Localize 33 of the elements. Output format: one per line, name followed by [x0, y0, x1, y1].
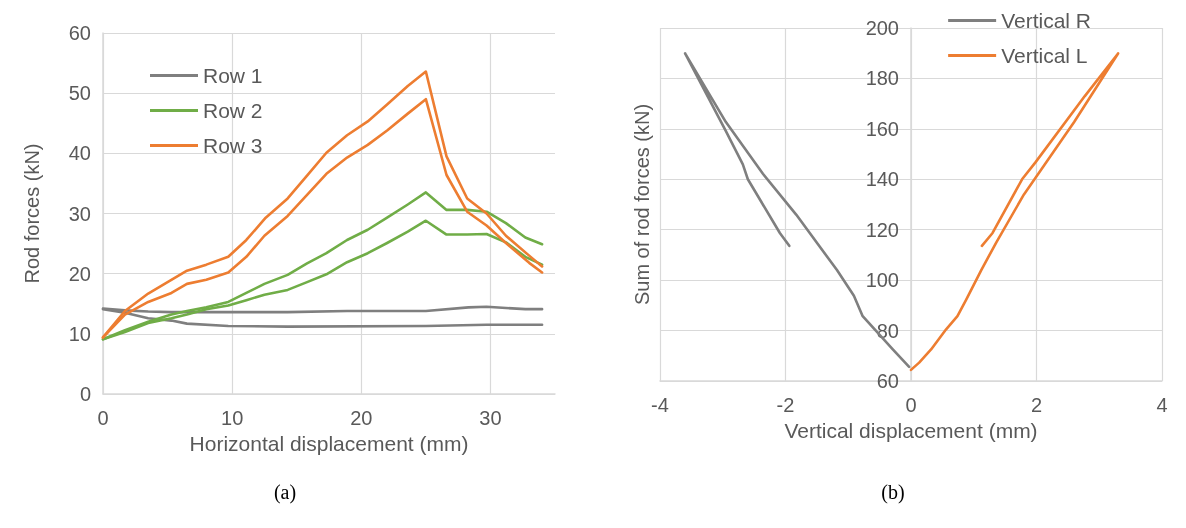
- y-tick-label: 140: [865, 168, 899, 191]
- x-axis-title: Horizontal displacement (mm): [189, 431, 469, 455]
- x-tick-label: 20: [350, 407, 373, 429]
- y-axis-title: Sum of rod forces (kN): [631, 103, 653, 306]
- y-tick-label: 30: [68, 202, 91, 225]
- legend-label: Vertical R: [1001, 9, 1092, 32]
- x-tick-label: 10: [221, 407, 244, 429]
- x-tick-label: 30: [479, 407, 502, 429]
- legend-label: Row 3: [203, 134, 263, 157]
- x-tick-label: 0: [97, 407, 109, 429]
- x-tick-label: -2: [776, 394, 795, 416]
- y-tick-label: 120: [865, 218, 899, 241]
- y-tick-label: 180: [865, 67, 899, 90]
- y-tick-label: 100: [865, 269, 899, 292]
- text: (b): [881, 481, 905, 504]
- x-axis-title: Vertical displacement (mm): [784, 418, 1038, 442]
- text: (a): [273, 481, 297, 504]
- legend-label: Row 1: [203, 64, 263, 87]
- y-tick-label: 60: [876, 370, 899, 392]
- y-tick-label: 40: [68, 142, 91, 165]
- x-tick-label: -4: [651, 394, 669, 416]
- y-axis-title: Rod forces (kN): [21, 143, 43, 284]
- y-tick-label: 20: [68, 262, 91, 285]
- y-tick-label: 60: [68, 22, 91, 44]
- x-tick-label: 4: [1156, 394, 1168, 416]
- x-tick-label: 0: [905, 394, 917, 416]
- y-tick-label: 50: [68, 82, 91, 105]
- y-tick-label: 10: [68, 322, 91, 345]
- x-tick-label: 2: [1030, 394, 1043, 416]
- y-tick-label: 160: [865, 117, 899, 140]
- legend-label: Row 2: [203, 99, 263, 122]
- y-tick-label: 200: [865, 17, 899, 39]
- legend-label: Vertical L: [1001, 44, 1088, 67]
